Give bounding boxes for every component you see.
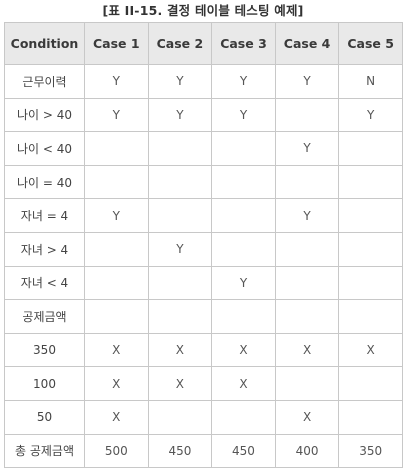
- table-cell-case-5: [338, 131, 403, 166]
- header-condition: Condition: [4, 22, 85, 65]
- table-cell-case-4: [274, 366, 340, 401]
- table-cell-case-3: [211, 164, 276, 200]
- table-cell-case-4: Y: [274, 64, 340, 99]
- table-cell-case-5: [338, 265, 403, 301]
- table-cell-case-5: 350: [338, 433, 403, 469]
- table-cell-case-4: [274, 299, 340, 334]
- header-case-3: Case 3: [211, 22, 276, 65]
- table-row: 나이 > 40 Y Y Y Y: [4, 97, 403, 133]
- table-cell-case-3: Y: [211, 265, 276, 301]
- table-cell-case-4: [274, 265, 340, 301]
- table-cell-case-4: 400: [274, 433, 340, 469]
- table-cell-case-3: [211, 299, 276, 334]
- table-cell-case-4: Y: [274, 198, 340, 233]
- table-header: Condition Case 1 Case 2 Case 3 Case 4 Ca…: [4, 22, 403, 65]
- table-cell-case-1: [84, 164, 149, 200]
- table-row: 350 X X X X X: [4, 332, 403, 368]
- table-cell-case-4: X: [274, 399, 340, 435]
- row-label: 나이 > 40: [4, 97, 85, 133]
- header-case-1: Case 1: [84, 22, 149, 65]
- table-cell-case-1: 500: [84, 433, 149, 469]
- table-cell-case-3: [211, 198, 276, 233]
- table-row: 50 X X: [4, 399, 403, 435]
- header-case-5: Case 5: [338, 22, 403, 65]
- header-row: Condition Case 1 Case 2 Case 3 Case 4 Ca…: [4, 22, 403, 65]
- row-label: 350: [4, 332, 85, 368]
- header-case-2: Case 2: [147, 22, 213, 65]
- row-label: 나이 < 40: [4, 131, 85, 166]
- table-cell-case-5: Y: [338, 97, 403, 133]
- row-label: 총 공제금액: [4, 433, 85, 469]
- table-row: 자녀 < 4 Y: [4, 265, 403, 301]
- table-row: 100 X X X: [4, 366, 403, 401]
- table-cell-case-2: Y: [147, 231, 213, 267]
- decision-table: Condition Case 1 Case 2 Case 3 Case 4 Ca…: [4, 22, 403, 469]
- table-row: 근무이력 Y Y Y Y N: [4, 64, 403, 99]
- table-cell-case-4: Y: [274, 131, 340, 166]
- table-cell-case-2: [147, 299, 213, 334]
- row-label: 공제금액: [4, 299, 85, 334]
- table-cell-case-1: [84, 265, 149, 301]
- table-cell-case-2: Y: [147, 64, 213, 99]
- table-cell-case-3: Y: [211, 64, 276, 99]
- table-cell-case-3: 450: [211, 433, 276, 469]
- table-cell-case-1: [84, 131, 149, 166]
- table-cell-case-2: Y: [147, 97, 213, 133]
- table-cell-case-5: [338, 164, 403, 200]
- table-cell-case-1: X: [84, 366, 149, 401]
- table-cell-case-2: X: [147, 332, 213, 368]
- table-cell-case-2: [147, 399, 213, 435]
- table-cell-case-4: [274, 231, 340, 267]
- table-cell-case-1: Y: [84, 198, 149, 233]
- table-cell-case-5: [338, 231, 403, 267]
- table-cell-case-5: [338, 366, 403, 401]
- table-cell-case-2: 450: [147, 433, 213, 469]
- table-cell-case-1: Y: [84, 64, 149, 99]
- table-cell-case-1: [84, 299, 149, 334]
- table-cell-case-3: [211, 131, 276, 166]
- table-row: 공제금액: [4, 299, 403, 334]
- table-row: 자녀 > 4 Y: [4, 231, 403, 267]
- table-cell-case-5: X: [338, 332, 403, 368]
- row-label: 자녀 > 4: [4, 231, 85, 267]
- row-label: 나이 = 40: [4, 164, 85, 200]
- row-label: 100: [4, 366, 85, 401]
- table-cell-case-1: [84, 231, 149, 267]
- table-cell-case-3: Y: [211, 97, 276, 133]
- table-cell-case-4: [274, 97, 340, 133]
- table-cell-case-5: [338, 198, 403, 233]
- row-label: 근무이력: [4, 64, 85, 99]
- table-cell-case-5: [338, 299, 403, 334]
- table-cell-case-2: X: [147, 366, 213, 401]
- table-row: 총 공제금액 500 450 450 400 350: [4, 433, 403, 469]
- table-cell-case-1: X: [84, 332, 149, 368]
- table-cell-case-2: [147, 265, 213, 301]
- table-cell-case-5: N: [338, 64, 403, 99]
- header-case-4: Case 4: [274, 22, 340, 65]
- table-cell-case-3: X: [211, 366, 276, 401]
- table-row: 나이 = 40: [4, 164, 403, 200]
- table-cell-case-2: [147, 131, 213, 166]
- table-cell-case-1: Y: [84, 97, 149, 133]
- table-cell-case-4: X: [274, 332, 340, 368]
- table-cell-case-3: [211, 231, 276, 267]
- table-cell-case-1: X: [84, 399, 149, 435]
- table-row: 나이 < 40 Y: [4, 131, 403, 166]
- table-cell-case-3: X: [211, 332, 276, 368]
- row-label: 자녀 < 4: [4, 265, 85, 301]
- row-label: 자녀 = 4: [4, 198, 85, 233]
- table-caption: [표 II-15. 결정 테이블 테스팅 예제]: [102, 3, 304, 18]
- table-body: 근무이력 Y Y Y Y N 나이 > 40 Y Y Y Y 나이 < 40 Y 나이 = 40 자녀 = …: [4, 64, 403, 469]
- table-cell-case-4: [274, 164, 340, 200]
- table-cell-case-5: [338, 399, 403, 435]
- table-cell-case-2: [147, 164, 213, 200]
- row-label: 50: [4, 399, 85, 435]
- table-cell-case-3: [211, 399, 276, 435]
- table-cell-case-2: [147, 198, 213, 233]
